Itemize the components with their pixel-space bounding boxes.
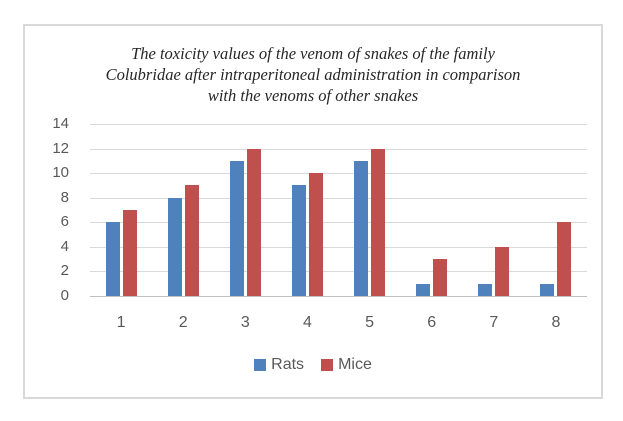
x-tick-label: 5 bbox=[365, 314, 375, 331]
bar-mice-3 bbox=[246, 148, 261, 296]
gridline bbox=[90, 271, 587, 273]
x-axis-line bbox=[90, 296, 587, 297]
gridline bbox=[90, 222, 587, 224]
x-tick-label: 4 bbox=[302, 314, 312, 331]
bar-group-4 bbox=[276, 124, 338, 296]
y-tick-label: 12 bbox=[52, 139, 69, 157]
bar-rats-5 bbox=[354, 160, 369, 296]
x-axis-tick-labels: 1 2 3 4 5 6 7 8 bbox=[90, 314, 587, 332]
x-tick-label: 7 bbox=[489, 314, 499, 331]
x-tick-label: 6 bbox=[427, 314, 437, 331]
chart-frame: The toxicity values of the venom of snak… bbox=[23, 24, 603, 399]
bar-group-7 bbox=[463, 124, 525, 296]
y-tick-label: 2 bbox=[60, 262, 69, 280]
y-tick-label: 14 bbox=[52, 115, 69, 132]
gridline bbox=[90, 124, 587, 125]
bar-group-1 bbox=[90, 124, 152, 296]
legend-swatch-rats bbox=[254, 359, 267, 371]
y-tick-label: 10 bbox=[52, 164, 69, 182]
bar-mice-7 bbox=[495, 246, 510, 296]
bar-mice-2 bbox=[184, 185, 199, 296]
x-tick-label: 2 bbox=[178, 314, 188, 331]
x-tick-label: 1 bbox=[116, 314, 126, 331]
bar-mice-4 bbox=[308, 173, 323, 296]
bar-rats-8 bbox=[540, 283, 555, 296]
bar-rats-4 bbox=[291, 185, 306, 296]
bar-rats-6 bbox=[416, 283, 431, 296]
bar-group-2 bbox=[152, 124, 214, 296]
bar-group-6 bbox=[401, 124, 463, 296]
legend-label-mice: Mice bbox=[338, 356, 372, 373]
bar-rats-1 bbox=[105, 222, 120, 296]
bar-group-3 bbox=[214, 124, 276, 296]
bar-group-5 bbox=[339, 124, 401, 296]
legend-swatch-mice bbox=[321, 359, 334, 371]
x-tick-label: 8 bbox=[551, 314, 561, 331]
bar-rats-2 bbox=[167, 197, 182, 296]
legend: Rats Mice bbox=[25, 356, 601, 374]
legend-item-mice: Mice bbox=[321, 356, 372, 374]
bar-mice-5 bbox=[371, 148, 386, 296]
gridline bbox=[90, 246, 587, 248]
bar-mice-1 bbox=[122, 210, 137, 296]
plot-area bbox=[90, 124, 587, 297]
gridline bbox=[90, 197, 587, 199]
chart-title: The toxicity values of the venom of snak… bbox=[25, 43, 601, 106]
gridline bbox=[90, 148, 587, 150]
bar-mice-8 bbox=[557, 222, 572, 296]
bar-group-8 bbox=[525, 124, 587, 296]
y-tick-label: 0 bbox=[60, 287, 69, 304]
x-tick-label: 3 bbox=[240, 314, 250, 331]
bar-rats-3 bbox=[229, 160, 244, 296]
legend-item-rats: Rats bbox=[254, 356, 304, 374]
gridline bbox=[90, 173, 587, 175]
y-tick-label: 8 bbox=[60, 188, 69, 206]
legend-label-rats: Rats bbox=[271, 356, 305, 373]
bar-mice-6 bbox=[433, 259, 448, 296]
y-tick-label: 6 bbox=[60, 213, 69, 231]
chart-title-text: The toxicity values of the venom of snak… bbox=[105, 44, 521, 105]
bars-layer bbox=[90, 124, 587, 296]
bar-rats-7 bbox=[478, 283, 493, 296]
y-tick-label: 4 bbox=[60, 237, 69, 255]
